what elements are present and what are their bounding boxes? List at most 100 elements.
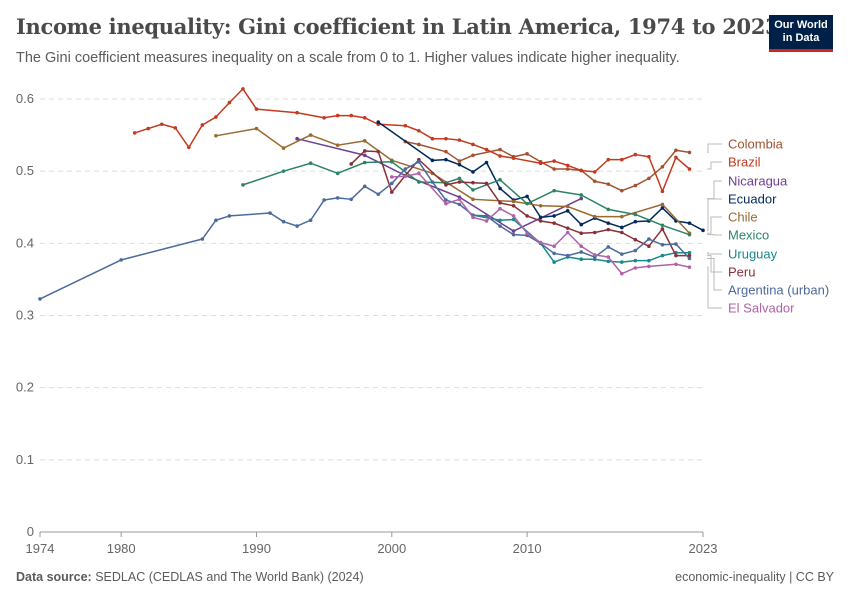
series-label: Argentina (urban) [728, 283, 829, 298]
x-tick-label: 2023 [689, 541, 718, 556]
data-point [511, 217, 516, 222]
series-label: Colombia [728, 137, 784, 152]
data-point [606, 245, 611, 249]
data-point [647, 264, 651, 269]
data-point [565, 253, 570, 258]
data-point [687, 150, 692, 155]
data-point [227, 100, 232, 105]
chart-title: Income inequality: Gini coefficient in L… [16, 14, 780, 39]
y-tick-label: 0.4 [16, 235, 34, 250]
data-point [349, 113, 354, 118]
data-point [484, 214, 489, 218]
series-line-argentina-urban- [39, 161, 691, 300]
y-tick-label: 0.5 [16, 163, 34, 178]
data-point [417, 180, 421, 184]
data-point [444, 198, 448, 202]
series-label: Chile [728, 210, 758, 225]
data-point [430, 136, 435, 141]
data-point [376, 120, 381, 124]
data-point [620, 252, 624, 256]
data-point [606, 227, 611, 232]
data-point [457, 159, 462, 163]
data-point [471, 153, 475, 158]
data-point [660, 165, 665, 169]
y-tick-label: 0.2 [16, 380, 34, 395]
data-point [660, 202, 665, 207]
data-point [579, 250, 584, 254]
data-point [444, 183, 448, 187]
label-connector [707, 257, 722, 291]
data-point [674, 155, 678, 160]
data-point [281, 169, 286, 173]
data-point [498, 206, 502, 211]
data-point [552, 159, 556, 163]
data-point [606, 259, 611, 264]
data-point [606, 182, 611, 186]
data-point [660, 242, 665, 247]
data-point [525, 231, 529, 236]
logo-line-1: Our World [774, 19, 828, 31]
data-point [498, 178, 502, 182]
data-point [362, 153, 367, 158]
data-point [565, 167, 570, 171]
data-point [606, 157, 611, 162]
data-point [471, 142, 475, 147]
data-point [565, 226, 570, 230]
data-point [295, 224, 299, 228]
data-point [362, 184, 367, 189]
data-point [146, 126, 151, 131]
license-link[interactable]: economic-inequality | CC BY [675, 570, 834, 584]
data-point [660, 253, 665, 258]
series-label: Mexico [728, 228, 769, 243]
data-point [214, 115, 218, 119]
data-point [633, 248, 638, 253]
data-point [498, 147, 502, 152]
data-point [552, 214, 556, 218]
data-point [471, 180, 475, 185]
data-point [484, 160, 489, 165]
data-point [633, 183, 638, 188]
data-point [38, 297, 42, 301]
series-line-brazil [134, 88, 690, 193]
data-point [281, 219, 286, 224]
data-point [606, 255, 611, 259]
data-point [701, 228, 705, 233]
data-point [592, 179, 597, 184]
data-point [227, 214, 232, 218]
data-point [295, 110, 299, 115]
data-point [511, 229, 516, 233]
series-line-ecuador [377, 121, 704, 232]
owid-logo[interactable]: Our World in Data [769, 15, 833, 52]
data-point [498, 224, 502, 228]
data-point [484, 147, 489, 152]
data-point [295, 136, 299, 141]
data-point [403, 174, 408, 179]
data-point [308, 218, 313, 223]
series-line-chile [215, 127, 691, 234]
data-point [620, 230, 624, 235]
data-point [660, 227, 665, 231]
data-point [511, 156, 516, 160]
data-point [498, 201, 502, 205]
y-tick-label: 0.1 [16, 452, 34, 467]
data-point [674, 253, 678, 258]
data-point [565, 163, 570, 168]
data-point [633, 219, 638, 224]
data-point [592, 170, 597, 174]
x-tick-label: 2010 [513, 541, 542, 556]
data-point [511, 232, 516, 237]
data-point [457, 138, 462, 142]
data-point [457, 162, 462, 167]
data-point [498, 154, 502, 158]
data-point [552, 244, 556, 249]
x-tick-label: 1990 [242, 541, 271, 556]
data-point [322, 115, 326, 120]
data-point [620, 188, 624, 193]
label-connector [707, 161, 722, 170]
series-line-uruguay [472, 214, 690, 263]
chart-subtitle: The Gini coefficient measures inequality… [16, 50, 680, 66]
data-point [484, 181, 489, 186]
data-point [552, 260, 556, 264]
data-source-link[interactable]: SEDLAC (CEDLAS and The World Bank) (2024… [95, 570, 364, 584]
